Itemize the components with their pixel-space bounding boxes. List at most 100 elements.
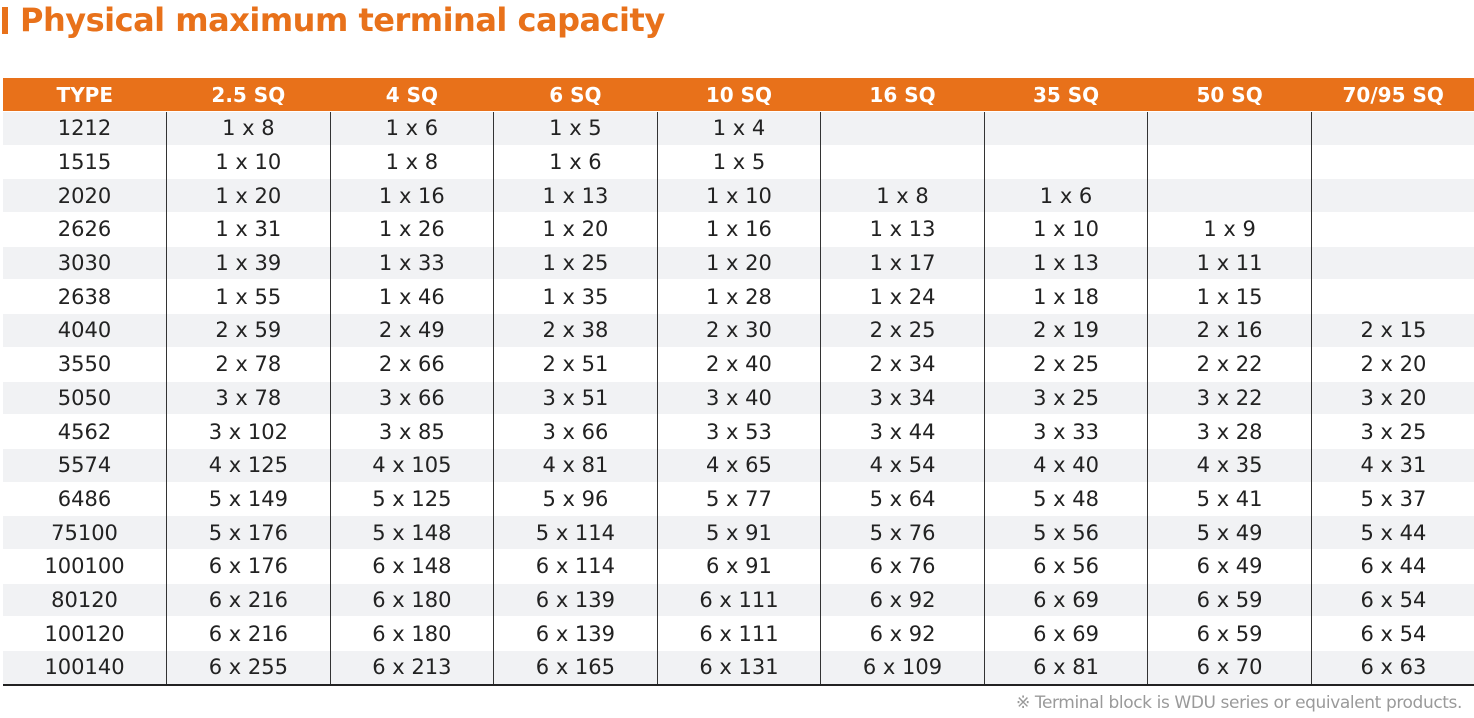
capacity-cell: 1 x 24 (820, 279, 985, 314)
column-header: 4 SQ (330, 78, 494, 112)
capacity-cell: 6 x 49 (1147, 548, 1312, 584)
capacity-cell: 2 x 22 (1147, 346, 1312, 381)
column-header: 6 SQ (493, 78, 658, 112)
capacity-cell: 3 x 102 (166, 414, 331, 449)
capacity-cell: 1 x 13 (493, 178, 658, 213)
capacity-cell: 1 x 35 (493, 279, 658, 314)
type-cell: 3030 (3, 245, 167, 280)
capacity-cell: 6 x 139 (493, 616, 658, 651)
capacity-cell: 1 x 25 (493, 245, 658, 280)
capacity-cell: 4 x 105 (329, 447, 494, 483)
capacity-cell: 5 x 44 (1310, 515, 1474, 550)
capacity-cell: 5 x 96 (493, 481, 658, 516)
capacity-cell: 5 x 41 (1147, 481, 1312, 516)
type-cell: 2020 (3, 178, 167, 213)
capacity-cell: 1 x 13 (820, 212, 985, 247)
capacity-cell: 5 x 48 (983, 481, 1148, 516)
capacity-cell: 1 x 46 (329, 279, 494, 314)
table-row: 3550 2 x 78 2 x 66 2 x 51 2 x 40 2 x 34 2 x 25… (3, 346, 1474, 381)
table-row: 6486 5 x 149 5 x 125 5 x 96 5 x 77 5 x 64 5 x … (3, 481, 1474, 516)
table-row: 2638 1 x 55 1 x 46 1 x 35 1 x 28 1 x 24 1 x 18… (3, 279, 1474, 314)
capacity-cell: 3 x 34 (820, 380, 985, 415)
capacity-cell: 1 x 26 (329, 212, 494, 247)
capacity-cell: 3 x 78 (166, 380, 331, 415)
capacity-cell: 2 x 66 (329, 346, 494, 381)
capacity-cell: 2 x 78 (166, 346, 331, 381)
capacity-cell: 2 x 40 (656, 346, 821, 381)
capacity-cell: 5 x 37 (1310, 481, 1474, 516)
capacity-cell: 4 x 81 (493, 447, 658, 483)
capacity-cell (820, 111, 985, 146)
capacity-cell: 6 x 92 (820, 582, 985, 617)
capacity-cell: 1 x 55 (166, 279, 331, 314)
capacity-cell: 1 x 39 (166, 245, 331, 280)
capacity-cell: 6 x 56 (983, 548, 1148, 584)
capacity-cell (1147, 111, 1312, 146)
capacity-cell: 6 x 59 (1147, 582, 1312, 617)
capacity-cell: 3 x 53 (656, 414, 821, 449)
capacity-cell: 1 x 13 (983, 245, 1148, 280)
capacity-cell: 5 x 91 (656, 515, 821, 550)
header-row: TYPE 2.5 SQ 4 SQ 6 SQ 10 SQ 16 SQ 35 SQ 50 SQ 70… (3, 78, 1474, 112)
capacity-cell: 6 x 76 (820, 548, 985, 584)
capacity-cell: 2 x 25 (820, 313, 985, 348)
capacity-cell: 1 x 5 (493, 111, 658, 146)
column-header: 35 SQ (984, 78, 1148, 112)
capacity-cell: 2 x 49 (329, 313, 494, 348)
capacity-cell: 2 x 30 (656, 313, 821, 348)
capacity-cell: 5 x 76 (820, 515, 985, 550)
capacity-cell: 3 x 20 (1310, 380, 1474, 415)
capacity-cell (1310, 111, 1474, 146)
capacity-cell: 1 x 9 (1147, 212, 1312, 247)
capacity-cell: 6 x 180 (329, 582, 494, 617)
table-row: 2626 1 x 31 1 x 26 1 x 20 1 x 16 1 x 13 1 x 10… (3, 212, 1474, 247)
capacity-cell: 6 x 180 (329, 616, 494, 651)
capacity-cell: 1 x 6 (329, 111, 494, 146)
capacity-cell (820, 144, 985, 179)
page-header: Physical maximum terminal capacity (0, 0, 665, 40)
capacity-cell: 6 x 111 (656, 582, 821, 617)
capacity-cell: 6 x 63 (1310, 649, 1474, 686)
terminal-capacity-table: TYPE 2.5 SQ 4 SQ 6 SQ 10 SQ 16 SQ 35 SQ 50 SQ 70… (3, 78, 1474, 686)
capacity-cell: 6 x 70 (1147, 649, 1312, 686)
capacity-cell: 3 x 25 (1310, 414, 1474, 449)
capacity-cell: 2 x 19 (983, 313, 1148, 348)
capacity-cell (1310, 245, 1474, 280)
type-cell: 5050 (3, 380, 167, 415)
table-row: 4562 3 x 102 3 x 85 3 x 66 3 x 53 3 x 44 3 x 3… (3, 414, 1474, 449)
table-row: 3030 1 x 39 1 x 33 1 x 25 1 x 20 1 x 17 1 x 13… (3, 245, 1474, 280)
capacity-cell: 6 x 92 (820, 616, 985, 651)
capacity-cell (983, 144, 1148, 179)
column-header: 16 SQ (820, 78, 985, 112)
capacity-cell: 2 x 51 (493, 346, 658, 381)
type-cell: 2626 (3, 212, 167, 247)
type-cell: 100140 (3, 649, 167, 686)
column-header: 2.5 SQ (166, 78, 331, 112)
capacity-cell: 1 x 10 (983, 212, 1148, 247)
type-cell: 5574 (3, 447, 167, 483)
capacity-cell: 6 x 54 (1310, 582, 1474, 617)
capacity-cell: 2 x 16 (1147, 313, 1312, 348)
capacity-cell: 6 x 114 (493, 548, 658, 584)
capacity-cell: 1 x 15 (1147, 279, 1312, 314)
capacity-cell: 5 x 149 (166, 481, 331, 516)
column-header: 70/95 SQ (1311, 78, 1474, 112)
table-row: 100100 6 x 176 6 x 148 6 x 114 6 x 91 6 x 76 6… (3, 548, 1474, 584)
column-header: 10 SQ (657, 78, 821, 112)
column-header: 50 SQ (1147, 78, 1312, 112)
capacity-cell: 6 x 81 (983, 649, 1148, 686)
capacity-cell: 6 x 165 (493, 649, 658, 686)
table-row: 100120 6 x 216 6 x 180 6 x 139 6 x 111 6 x 92… (3, 616, 1474, 651)
capacity-cell: 3 x 25 (983, 380, 1148, 415)
capacity-cell: 1 x 17 (820, 245, 985, 280)
capacity-cell: 2 x 25 (983, 346, 1148, 381)
capacity-cell: 5 x 49 (1147, 515, 1312, 550)
capacity-cell: 5 x 114 (493, 515, 658, 550)
capacity-cell: 4 x 31 (1310, 447, 1474, 483)
capacity-cell: 2 x 34 (820, 346, 985, 381)
type-cell: 4040 (3, 313, 167, 348)
capacity-cell: 2 x 20 (1310, 346, 1474, 381)
table-row: 100140 6 x 255 6 x 213 6 x 165 6 x 131 6 x 10… (3, 649, 1474, 686)
footnote: ※ Terminal block is WDU series or equiva… (1016, 693, 1462, 713)
